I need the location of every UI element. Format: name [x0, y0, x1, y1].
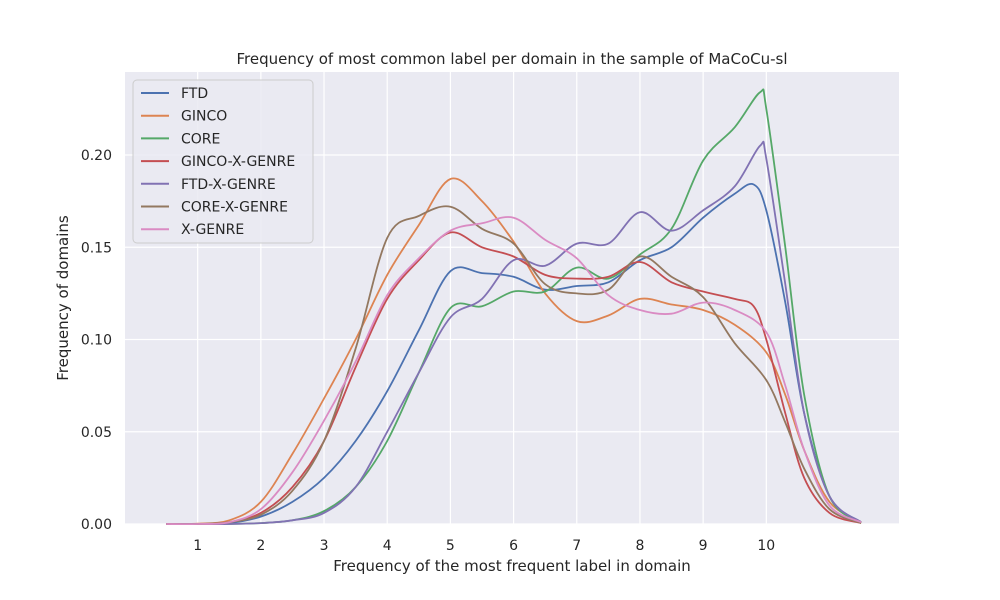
x-ticks: 1 2 3 4 5 6 7 8 9 10 [193, 538, 775, 554]
y-axis-label: Frequency of domains [54, 215, 72, 381]
y-tick-label: 0.20 [81, 148, 112, 164]
y-tick-label: 0.15 [81, 240, 112, 256]
chart-title: Frequency of most common label per domai… [236, 50, 787, 68]
series-lines [166, 88, 862, 526]
legend-label-ftd-x-genre: FTD-X-GENRE [181, 177, 276, 193]
x-tick-label: 7 [572, 538, 581, 554]
legend: FTD GINCO CORE GINCO-X-GENRE FTD-X-GENRE CORE… [132, 79, 314, 244]
legend-label-ftd: FTD [181, 86, 208, 102]
legend-label-core: CORE [181, 131, 220, 147]
x-tick-label: 9 [699, 538, 708, 554]
x-tick-label: 3 [320, 538, 329, 554]
y-tick-label: 0.05 [81, 425, 112, 441]
x-tick-label: 6 [509, 538, 518, 554]
legend-label-ginco: GINCO [181, 109, 227, 125]
series-line-core-x-genre [166, 205, 862, 526]
y-tick-label: 0.00 [81, 517, 112, 533]
legend-label-ginco-x-genre: GINCO-X-GENRE [181, 154, 295, 170]
x-tick-label: 8 [635, 538, 644, 554]
x-axis-label: Frequency of the most frequent label in … [333, 557, 691, 575]
series-line-ginco-x-genre [166, 231, 862, 526]
series-line-ftd [166, 182, 862, 525]
series-line-ginco [166, 177, 862, 525]
x-tick-label: 10 [757, 538, 775, 554]
x-tick-label: 2 [256, 538, 265, 554]
legend-label-x-genre: X-GENRE [181, 222, 244, 238]
grid [125, 72, 899, 525]
x-tick-label: 4 [383, 538, 392, 554]
legend-label-core-x-genre: CORE-X-GENRE [181, 200, 288, 216]
x-tick-label: 1 [193, 538, 202, 554]
y-ticks: 0.00 0.05 0.10 0.15 0.20 [81, 148, 112, 533]
series-line-x-genre [166, 216, 862, 526]
y-tick-label: 0.10 [81, 333, 112, 349]
series-line-ftd-x-genre [166, 140, 862, 525]
x-tick-label: 5 [446, 538, 455, 554]
legend-box [132, 79, 314, 244]
